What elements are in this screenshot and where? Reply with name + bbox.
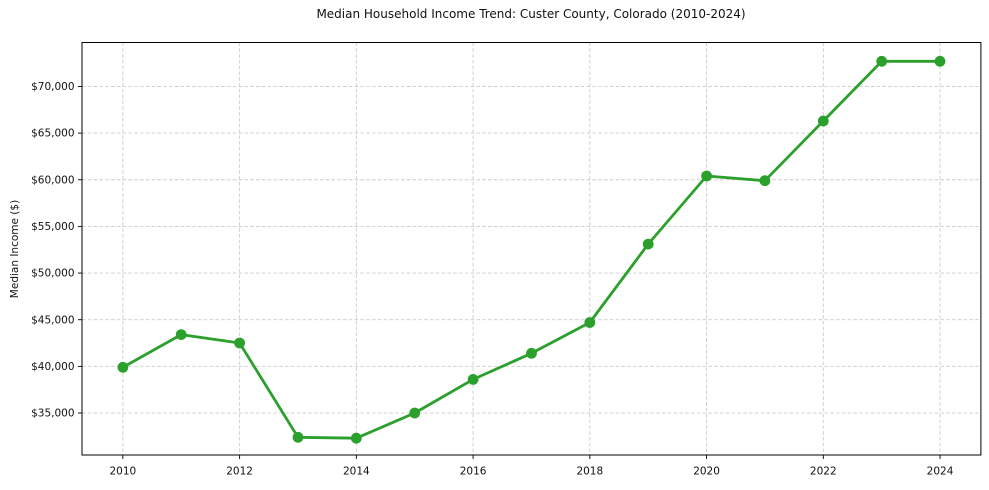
data-point [117,361,129,373]
data-point [817,115,829,127]
data-point [584,317,596,328]
x-tick-label: 2016 [460,466,487,478]
y-tick-label: $50,000 [31,268,74,280]
data-point [642,238,654,250]
data-point [701,170,712,182]
y-tick-label: $55,000 [31,221,74,233]
data-point [350,432,362,444]
y-tick-label: $60,000 [31,174,74,186]
x-tick-label: 2022 [810,466,837,478]
data-point [526,347,537,359]
y-tick-label: $40,000 [31,361,74,373]
data-point [175,329,187,340]
data-point [409,407,421,419]
x-tick-label: 2018 [576,466,603,478]
y-tick-label: $35,000 [31,408,74,420]
data-point [876,55,888,67]
plot-border [81,42,982,456]
x-tick-label: 2012 [226,466,253,478]
data-point [467,374,479,385]
data-point [759,175,771,187]
income-trend-line [121,59,942,440]
x-tick-label: 2010 [109,466,136,478]
y-tick-label: $65,000 [31,128,74,140]
x-tick-label: 2014 [343,466,370,478]
data-point [934,55,946,67]
chart-title: Median Household Income Trend: Custer Co… [316,7,746,21]
data-point [234,337,246,349]
x-tick-label: 2020 [693,466,720,478]
data-point [292,431,304,443]
y-tick-label: $70,000 [31,81,74,93]
y-tick-label: $45,000 [31,314,74,326]
x-tick-label: 2024 [927,466,954,478]
